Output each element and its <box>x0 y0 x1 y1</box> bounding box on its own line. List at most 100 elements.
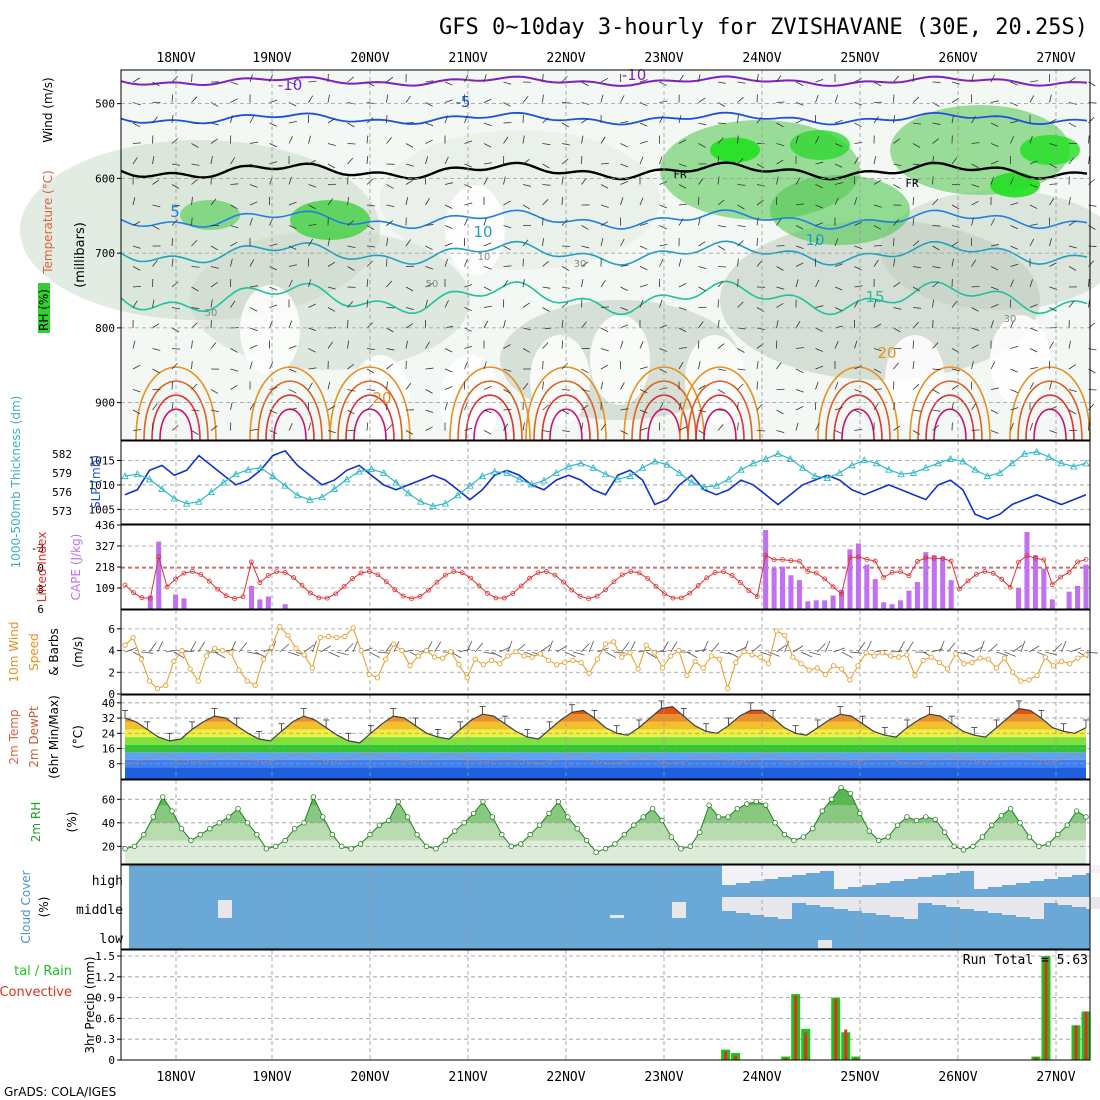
wind-barb <box>386 258 388 267</box>
temp-tick-label: 24 <box>102 727 116 740</box>
wind-barb <box>288 201 297 206</box>
wind-barb <box>191 266 200 268</box>
wind-barb <box>152 323 160 329</box>
thickness-point <box>207 488 216 496</box>
wind-barb <box>269 430 278 434</box>
cloud-patch <box>672 902 686 918</box>
wind-barb <box>366 81 375 87</box>
wind-barb <box>620 430 628 435</box>
warm-isotherm-loop <box>825 380 891 441</box>
lifted-index-point <box>527 575 533 581</box>
wind-barb <box>893 219 899 226</box>
rh-point <box>951 843 957 850</box>
cloud-high-patch <box>778 865 792 877</box>
wind-barb <box>230 81 239 85</box>
wind-speed-point <box>301 652 307 658</box>
wind-speed-point <box>863 650 869 656</box>
wind-barb <box>971 74 974 83</box>
warm-isotherm-loop <box>257 380 323 441</box>
wind-barb <box>834 263 843 267</box>
wind-barb <box>308 382 313 390</box>
lifted-index-point <box>1058 574 1064 580</box>
wind-speed-point <box>765 660 772 667</box>
warm-isotherm-loop <box>925 394 975 441</box>
lifted-index-point <box>839 591 844 597</box>
lifted-index-point <box>392 587 398 593</box>
wind-barb <box>503 368 512 372</box>
wind-barb <box>776 302 784 308</box>
wind-barb <box>971 184 980 188</box>
wind-10m-barb <box>809 651 821 656</box>
rh-point <box>1036 843 1042 850</box>
wind-barb <box>386 348 395 351</box>
wind-barb <box>327 238 331 247</box>
wind-barb <box>308 279 312 288</box>
wind-barb <box>308 303 316 308</box>
wind-barb <box>503 265 512 267</box>
wind-barb <box>620 382 625 390</box>
wind-barb <box>932 389 940 394</box>
wind-speed-line <box>124 625 1087 691</box>
wind-barb <box>873 368 882 374</box>
wind-barb <box>249 402 255 411</box>
wind-speed-point <box>285 632 291 639</box>
isotherm-5 <box>120 209 1088 230</box>
wind-barb <box>308 238 313 247</box>
wind-barb <box>288 245 297 250</box>
wind-barb <box>425 266 434 270</box>
wind-10m-barb <box>466 640 473 653</box>
wind-barb <box>269 304 278 308</box>
rh-legend-label: RH (%) <box>37 289 51 331</box>
wind-10m-barb <box>939 640 945 653</box>
temp-line <box>124 705 1087 744</box>
rh-point <box>546 810 552 817</box>
wind-barb <box>776 266 784 271</box>
wind-speed-point <box>521 653 527 659</box>
wind-barb <box>327 341 333 349</box>
cloud-high-patch <box>750 865 764 881</box>
wind-barb <box>971 217 974 226</box>
lifted-index-point <box>628 569 634 574</box>
wind-barb <box>1068 157 1075 165</box>
precip-tick-label: 1.2 <box>95 971 115 984</box>
wind-barb <box>444 402 448 411</box>
wind-barb <box>230 385 238 390</box>
rh-frame <box>120 779 1091 865</box>
wind-barb <box>737 402 739 411</box>
cape-bar <box>931 555 937 609</box>
wind-barb <box>327 405 336 411</box>
wind-barb <box>795 102 804 106</box>
rh-point <box>791 837 797 844</box>
rh-point <box>197 831 204 838</box>
wind-barb <box>152 179 160 185</box>
wind-barb <box>1049 238 1052 247</box>
wind-barb <box>425 224 434 226</box>
cloud-high-patch <box>876 865 890 883</box>
wind-barb <box>288 389 297 394</box>
cloud-high-patch <box>848 865 862 887</box>
wind-barb <box>951 204 960 210</box>
precip-convective-bar <box>834 998 838 1060</box>
rh-point <box>320 814 326 820</box>
thickness-point <box>983 472 992 480</box>
temp-color-band <box>125 737 1086 745</box>
wind-barb <box>522 348 531 353</box>
lifted-index-point <box>240 594 246 600</box>
wind-barb <box>347 245 356 249</box>
lifted-index-axis-label: Lifted Index <box>35 532 49 603</box>
wind-barb <box>503 280 509 288</box>
wind-barb <box>893 281 901 288</box>
wind-barb <box>522 239 529 247</box>
wind-barb <box>971 285 980 288</box>
cloud-middle-patch <box>932 897 946 905</box>
rh-shading-area <box>290 200 370 240</box>
wind-barb <box>210 425 218 431</box>
cloud-middle-patch <box>946 897 960 907</box>
cloud-middle-patch <box>890 897 904 917</box>
wind-barb <box>347 301 354 308</box>
rh-point <box>866 828 873 834</box>
wind-barb <box>308 184 317 188</box>
wind-barb <box>1068 364 1076 370</box>
cape-bar <box>1066 591 1072 609</box>
temp-axis-label-line2: 2m DewPt <box>27 706 41 768</box>
